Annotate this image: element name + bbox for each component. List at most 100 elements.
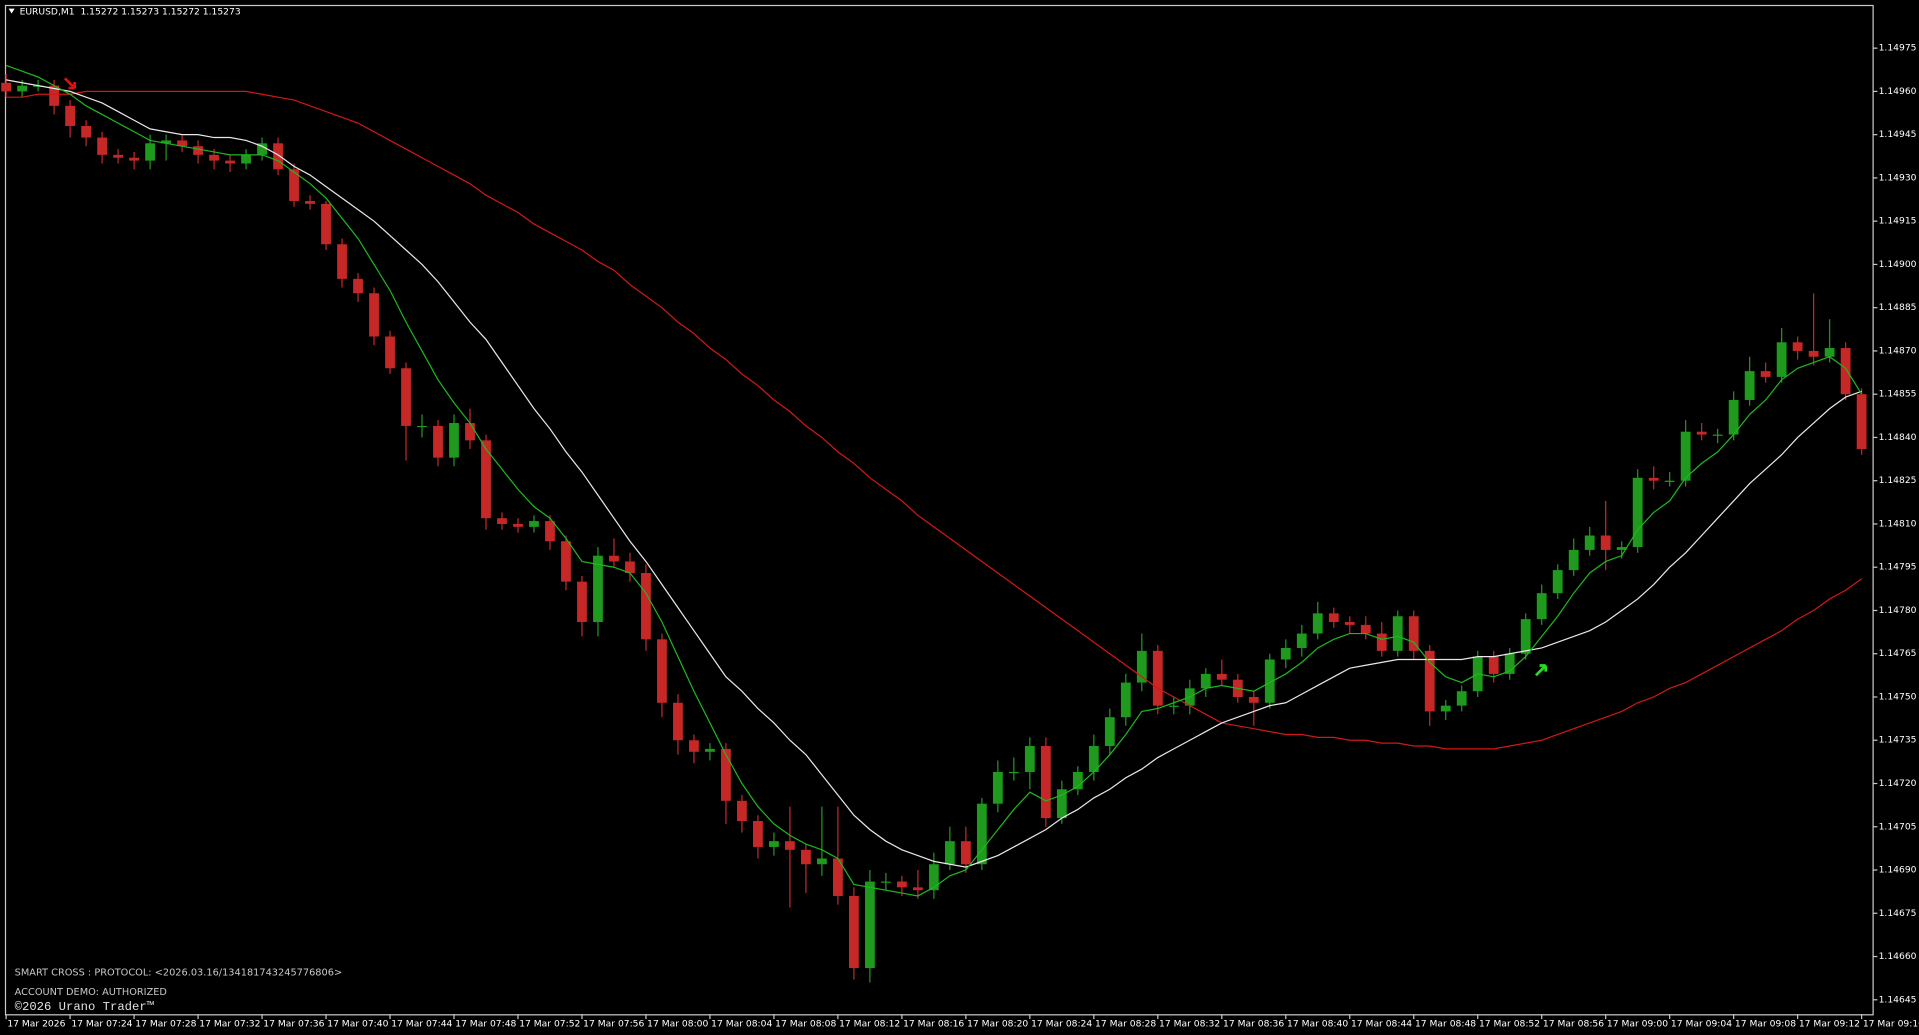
account-note: ACCOUNT DEMO: AUTHORIZED: [15, 987, 167, 998]
candle-body: [321, 203, 331, 245]
y-tick-label: 1.14855: [1879, 389, 1917, 400]
candle-body: [944, 841, 955, 865]
y-tick-label: 1.14645: [1879, 994, 1917, 1005]
candle-body: [337, 244, 347, 279]
candle-body: [289, 169, 299, 201]
candle-body: [1504, 653, 1515, 674]
candle-body: [1168, 705, 1179, 707]
candle-body: [928, 864, 939, 891]
candle-body: [561, 541, 571, 582]
candle-body: [513, 523, 523, 527]
y-tick-label: 1.14960: [1879, 86, 1917, 97]
x-tick-label: 17 Mar 09:12: [1799, 1018, 1860, 1029]
y-tick-label: 1.14795: [1879, 562, 1917, 573]
y-tick-label: 1.14930: [1879, 172, 1917, 183]
candle-body: [769, 841, 779, 847]
candle-body: [1552, 570, 1563, 594]
candle-body: [753, 820, 763, 847]
candle-body: [1296, 633, 1307, 648]
candle-body: [1760, 371, 1771, 377]
candle-body: [577, 581, 587, 623]
menu-triangle[interactable]: [8, 8, 15, 14]
candle-body: [960, 841, 971, 865]
y-tick-label: 1.14825: [1879, 475, 1917, 486]
candle-body: [1328, 613, 1339, 623]
candle-body: [1360, 624, 1371, 634]
candle-body: [1632, 477, 1643, 548]
x-tick-label: 17 Mar 07:48: [455, 1018, 516, 1029]
candle-body: [449, 423, 459, 458]
x-tick-label: 17 Mar 08:08: [775, 1018, 836, 1029]
x-tick-label: 17 Mar 07:32: [199, 1018, 260, 1029]
candle-body: [385, 336, 395, 369]
candle-body: [1776, 342, 1787, 377]
y-tick-label: 1.14900: [1879, 259, 1917, 270]
candle-body: [1808, 350, 1819, 357]
candle-body: [257, 143, 267, 155]
candle-body: [1392, 616, 1403, 651]
candle-body: [1104, 717, 1115, 747]
candle-body: [161, 140, 171, 144]
candle-body: [1312, 613, 1323, 634]
candle-body: [1040, 746, 1051, 819]
y-tick-label: 1.14840: [1879, 432, 1917, 443]
x-tick-label: 17 Mar 08:16: [903, 1018, 964, 1029]
candle-body: [241, 154, 251, 164]
y-tick-label: 1.14870: [1879, 345, 1917, 356]
candle-body: [1712, 434, 1723, 436]
y-tick-label: 1.14705: [1879, 821, 1917, 832]
candle-body: [657, 639, 667, 703]
candle-body: [1024, 746, 1035, 772]
candle-body: [737, 800, 747, 821]
y-tick-label: 1.14720: [1879, 778, 1917, 789]
candle-body: [529, 521, 539, 527]
candle-body: [609, 555, 619, 562]
candle-body: [1584, 535, 1595, 550]
candle-body: [992, 771, 1003, 804]
candle-body: [1088, 746, 1099, 772]
x-tick-label: 17 Mar 08:32: [1159, 1018, 1220, 1029]
candle-body: [1136, 650, 1147, 683]
x-tick-label: 17 Mar 08:36: [1223, 1018, 1284, 1029]
candle-body: [641, 572, 651, 640]
candle-body: [801, 849, 811, 865]
x-tick-label: 17 Mar 09:08: [1735, 1018, 1796, 1029]
candle-body: [1648, 477, 1659, 481]
x-tick-label: 17 Mar 07:24: [71, 1018, 132, 1029]
candle-body: [1664, 480, 1675, 482]
candle-body: [545, 521, 555, 542]
x-tick-label: 17 Mar 07:52: [519, 1018, 580, 1029]
candle-body: [193, 146, 203, 155]
candle-body: [976, 803, 987, 865]
candle-body: [721, 748, 731, 801]
candle-body: [1856, 394, 1867, 449]
candle-body: [673, 702, 683, 741]
x-tick-label: 17 Mar 07:28: [135, 1018, 196, 1029]
plot: [1, 64, 1867, 983]
candle-body: [1376, 633, 1387, 651]
candle-body: [1424, 650, 1435, 712]
y-tick-label: 1.14690: [1879, 865, 1917, 876]
candle-body: [896, 881, 907, 888]
moving-average-line: [6, 90, 1862, 750]
candle-body: [417, 425, 427, 428]
y-tick-label: 1.14945: [1879, 129, 1917, 140]
candle-body: [465, 423, 475, 441]
candle-body: [705, 748, 715, 752]
candle-body: [1680, 431, 1691, 481]
candle-body: [1344, 622, 1355, 625]
x-tick-label: 17 Mar 09:00: [1607, 1018, 1668, 1029]
x-tick-label: 17 Mar 07:56: [583, 1018, 644, 1029]
candle-body: [1600, 535, 1611, 550]
candle-body: [833, 858, 843, 896]
candle-body: [97, 137, 107, 155]
candle-body: [912, 887, 923, 891]
x-tick-label: 17 Mar 09:04: [1671, 1018, 1732, 1029]
x-tick-label: 17 Mar 08:20: [967, 1018, 1028, 1029]
y-tick-label: 1.14975: [1879, 43, 1917, 54]
x-tick-label: 17 Mar 08:48: [1415, 1018, 1476, 1029]
candle-body: [497, 518, 507, 524]
candle-body: [848, 895, 859, 969]
